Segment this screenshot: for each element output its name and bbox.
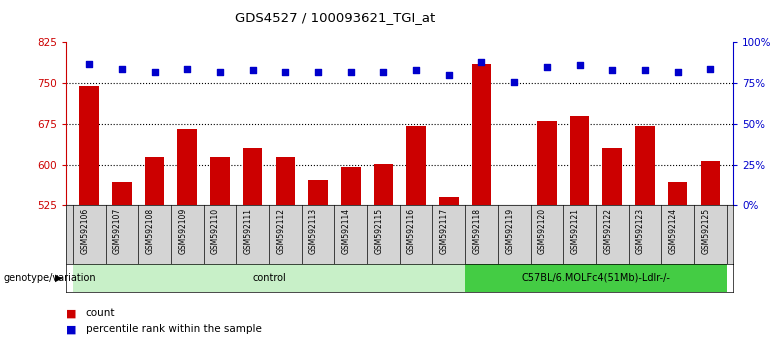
Bar <box>210 157 230 205</box>
Text: GSM592114: GSM592114 <box>342 208 351 254</box>
Text: ■: ■ <box>66 308 76 318</box>
Text: control: control <box>252 273 285 283</box>
Bar <box>112 182 132 205</box>
Text: percentile rank within the sample: percentile rank within the sample <box>86 324 261 334</box>
Text: GSM592124: GSM592124 <box>668 208 678 254</box>
Point <box>181 66 193 72</box>
Bar <box>80 86 99 205</box>
Text: GSM592121: GSM592121 <box>570 208 580 254</box>
Point <box>214 69 226 75</box>
Text: GSM592109: GSM592109 <box>179 208 187 254</box>
Bar <box>275 157 295 205</box>
Text: GSM592118: GSM592118 <box>473 208 481 254</box>
Point <box>312 69 324 75</box>
Point <box>704 66 717 72</box>
Text: ▶: ▶ <box>55 273 62 283</box>
Point <box>279 69 292 75</box>
Bar <box>668 182 687 205</box>
Text: GSM592107: GSM592107 <box>113 208 122 254</box>
Point <box>148 69 161 75</box>
Bar <box>505 205 524 208</box>
Bar <box>177 129 197 205</box>
Text: ■: ■ <box>66 324 76 334</box>
Text: GSM592115: GSM592115 <box>374 208 384 254</box>
Point <box>115 66 128 72</box>
Point <box>606 67 619 73</box>
Bar <box>341 167 360 205</box>
Point <box>639 67 651 73</box>
Point <box>442 72 455 78</box>
Bar <box>406 126 426 205</box>
Text: GSM592125: GSM592125 <box>701 208 711 254</box>
Text: GSM592120: GSM592120 <box>538 208 547 254</box>
Text: C57BL/6.MOLFc4(51Mb)-Ldlr-/-: C57BL/6.MOLFc4(51Mb)-Ldlr-/- <box>522 273 670 283</box>
Point <box>345 69 357 75</box>
Bar <box>374 164 393 205</box>
Bar <box>145 157 165 205</box>
Bar <box>602 148 622 205</box>
Point <box>573 62 586 68</box>
Bar <box>308 180 328 205</box>
Text: GDS4527 / 100093621_TGI_at: GDS4527 / 100093621_TGI_at <box>236 11 435 24</box>
Point <box>672 69 684 75</box>
Bar <box>700 161 720 205</box>
Text: GSM592122: GSM592122 <box>603 208 612 254</box>
Text: count: count <box>86 308 115 318</box>
Text: GSM592119: GSM592119 <box>505 208 514 254</box>
Bar <box>465 264 727 292</box>
Bar <box>73 264 465 292</box>
Text: GSM592112: GSM592112 <box>276 208 285 254</box>
Bar <box>472 64 491 205</box>
Text: GSM592110: GSM592110 <box>211 208 220 254</box>
Point <box>410 67 422 73</box>
Text: genotype/variation: genotype/variation <box>4 273 97 283</box>
Bar <box>243 148 262 205</box>
Bar <box>537 121 557 205</box>
Point <box>475 59 488 65</box>
Text: GSM592117: GSM592117 <box>440 208 448 254</box>
Text: GSM592108: GSM592108 <box>146 208 154 254</box>
Point <box>508 79 520 84</box>
Point <box>541 64 553 70</box>
Point <box>83 61 95 67</box>
Text: GSM592111: GSM592111 <box>243 208 253 254</box>
Text: GSM592123: GSM592123 <box>636 208 645 254</box>
Text: GSM592113: GSM592113 <box>309 208 318 254</box>
Text: GSM592106: GSM592106 <box>80 208 89 254</box>
Bar <box>635 126 654 205</box>
Bar <box>569 116 590 205</box>
Text: GSM592116: GSM592116 <box>407 208 416 254</box>
Point <box>378 69 390 75</box>
Bar <box>439 197 459 205</box>
Point <box>246 67 259 73</box>
